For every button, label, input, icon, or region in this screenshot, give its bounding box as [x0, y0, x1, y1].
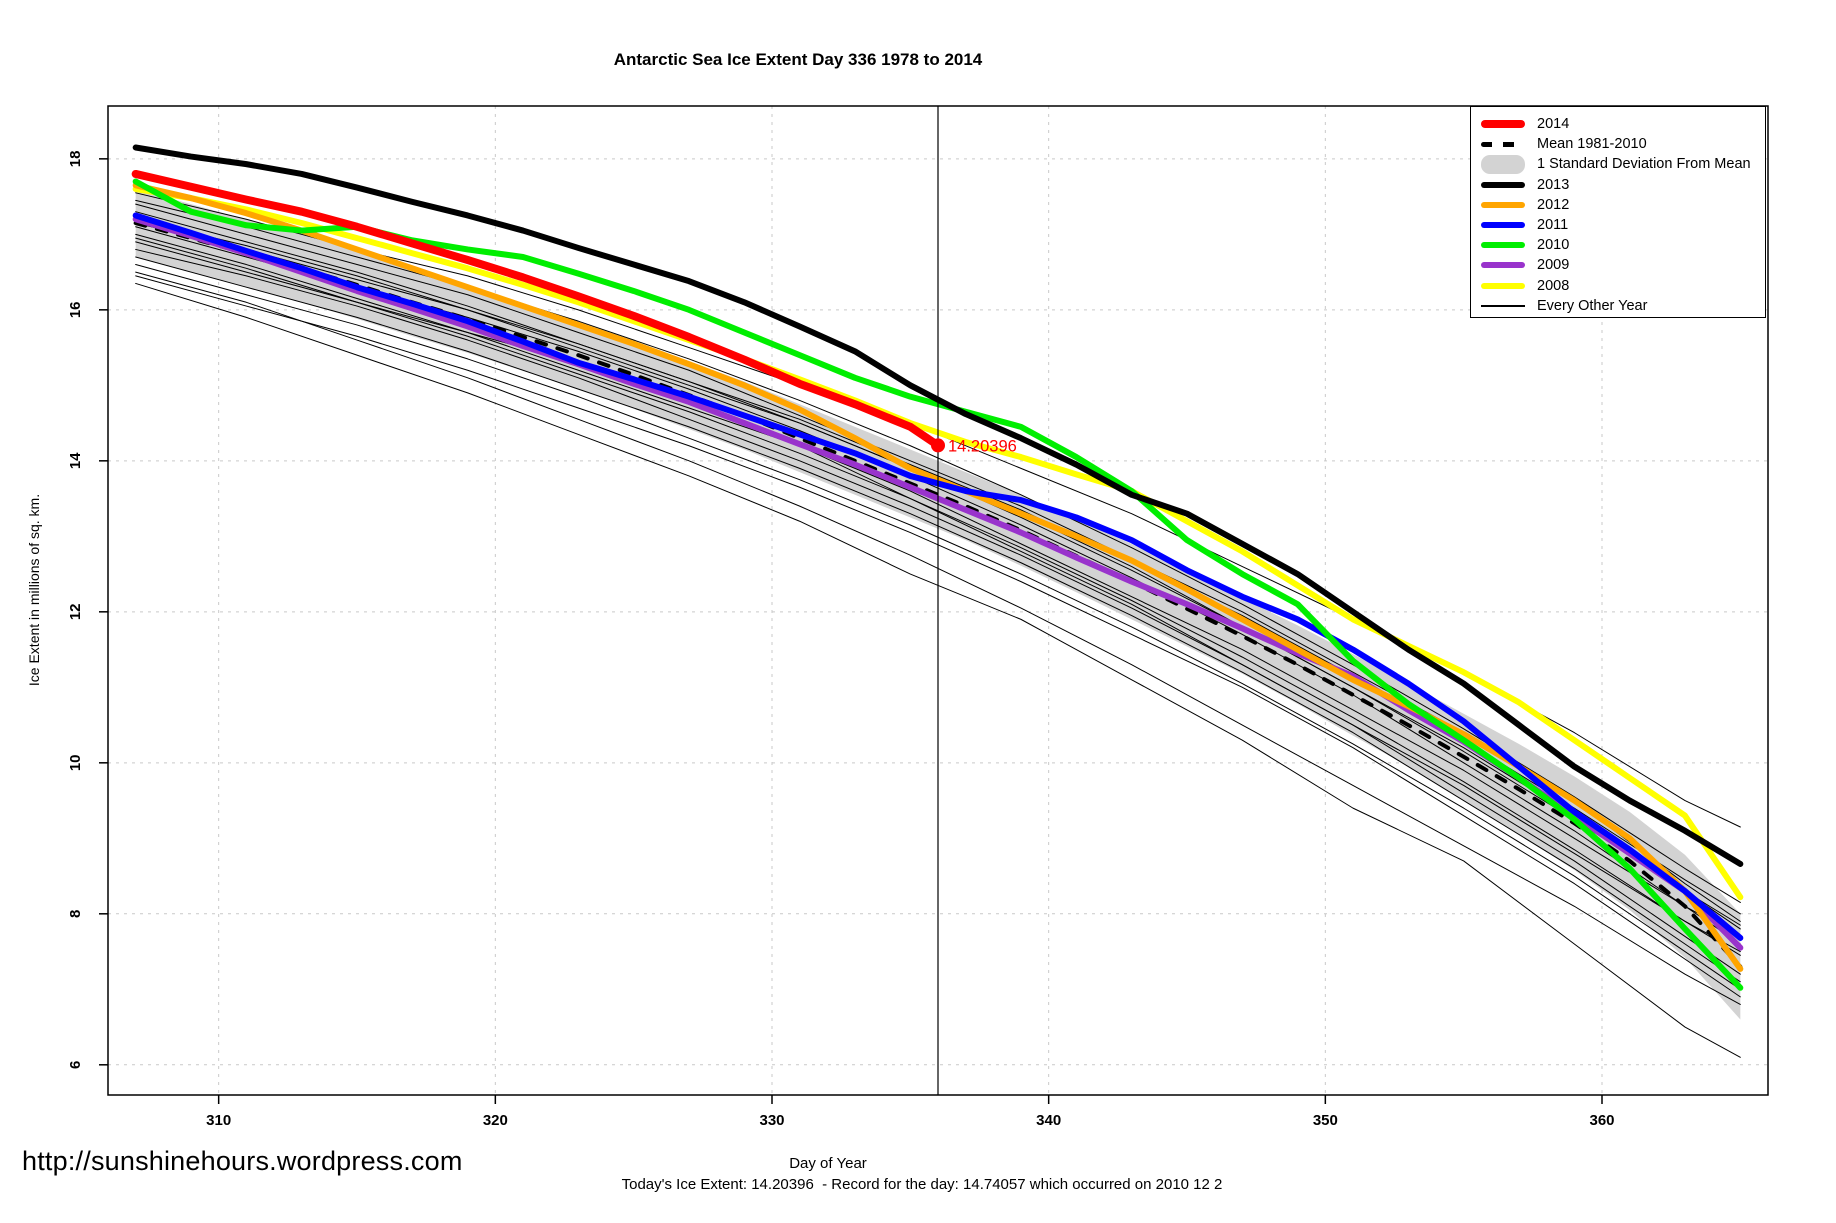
- x-tick-label: 320: [483, 1112, 508, 1129]
- chart-title: Antarctic Sea Ice Extent Day 336 1978 to…: [613, 50, 983, 69]
- ice-extent-annotation: 14.20396: [948, 437, 1017, 455]
- other-year-line: [135, 241, 1741, 953]
- legend-swatch-2011: [1481, 222, 1525, 229]
- legend-swatch-every-other-year: [1481, 305, 1525, 307]
- x-tick-label: 360: [1589, 1112, 1614, 1129]
- legend-item-2014: 2014: [1481, 114, 1765, 134]
- other-year-line: [135, 237, 1741, 956]
- y-tick-label: 10: [67, 754, 84, 771]
- x-tick-label: 340: [1036, 1112, 1061, 1129]
- legend: 2014 Mean 1981-2010 1 Standard Deviation…: [1470, 106, 1766, 318]
- legend-item-2009: 2009: [1481, 255, 1765, 275]
- current-extent-point: [931, 438, 945, 453]
- y-tick-label: 12: [67, 603, 84, 620]
- y-axis-title: Ice Extent in millions of sq. km.: [26, 493, 42, 687]
- other-year-line: [135, 233, 1741, 945]
- other-year-line: [135, 248, 1741, 975]
- y-tick-label: 18: [67, 151, 84, 168]
- series-2014: [131, 169, 942, 450]
- legend-item-2012: 2012: [1481, 195, 1765, 215]
- x-tick-label: 310: [206, 1112, 231, 1129]
- legend-item-mean: Mean 1981-2010: [1481, 134, 1765, 154]
- legend-swatch-2009: [1481, 262, 1525, 269]
- legend-swatch-2013: [1481, 181, 1525, 188]
- legend-swatch-mean: [1481, 141, 1525, 147]
- legend-swatch-2010: [1481, 242, 1525, 249]
- x-tick-label: 350: [1313, 1112, 1338, 1129]
- y-tick-label: 14: [67, 452, 84, 469]
- footer-url: http://sunshinehours.wordpress.com: [22, 1146, 463, 1176]
- footer-summary: Today's Ice Extent: 14.20396 - Record fo…: [621, 1176, 1223, 1193]
- other-year-line: [135, 222, 1741, 915]
- legend-swatch-2012: [1481, 201, 1525, 208]
- y-tick-label: 16: [67, 301, 84, 318]
- x-tick-label: 330: [759, 1112, 784, 1129]
- legend-item-2010: 2010: [1481, 235, 1765, 255]
- legend-item-2011: 2011: [1481, 215, 1765, 235]
- legend-item-2008: 2008: [1481, 276, 1765, 296]
- legend-item-every-other-year: Every Other Year: [1481, 296, 1765, 316]
- y-tick-label: 6: [67, 1061, 84, 1069]
- legend-item-std-band: 1 Standard Deviation From Mean: [1481, 154, 1765, 174]
- legend-swatch-2014: [1481, 120, 1525, 129]
- other-year-line: [135, 271, 1741, 1005]
- x-axis-title: Day of Year: [789, 1155, 867, 1172]
- other-year-line: [135, 275, 1741, 998]
- other-year-line: [135, 282, 1741, 1058]
- other-year-line: [135, 256, 1741, 983]
- legend-swatch-std-band: [1481, 154, 1525, 174]
- other-year-line: [135, 264, 1741, 990]
- legend-item-2013: 2013: [1481, 175, 1765, 195]
- y-tick-label: 8: [67, 910, 84, 918]
- legend-swatch-2008: [1481, 282, 1525, 289]
